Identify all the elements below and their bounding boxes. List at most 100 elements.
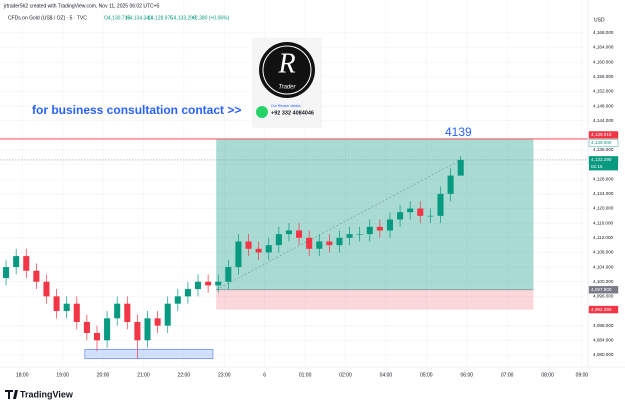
price-label: 4,139.000 (591, 140, 612, 145)
candle-body (215, 281, 222, 286)
ohlc-value: +2.380 (+0.06%) (192, 15, 230, 21)
candle-body (114, 303, 121, 319)
candle-body (144, 318, 151, 341)
x-tick-label: 04:00 (380, 372, 393, 378)
x-tick-label: 20:00 (97, 372, 110, 378)
x-tick-label: 19:00 (56, 372, 69, 378)
y-tick-label: 4,088.000 (593, 323, 614, 328)
candle-body (53, 296, 60, 312)
y-tick-label: 4,100.000 (593, 279, 614, 284)
price-label-box (588, 286, 619, 294)
whatsapp-icon (256, 106, 268, 118)
x-tick-label: 08:00 (541, 372, 554, 378)
y-tick-label: 4,156.000 (593, 74, 614, 79)
candle-body (356, 234, 363, 235)
logo-name: Trader (278, 85, 296, 91)
candle-body (296, 230, 303, 238)
candle-body (417, 208, 424, 216)
y-tick-label: 4,124.000 (593, 191, 614, 196)
price-label: 4,139.010 (591, 132, 612, 137)
candle-body (164, 303, 171, 326)
y-tick-label: 4,084.000 (593, 338, 614, 343)
candle-body (457, 159, 464, 176)
candle-body (83, 321, 90, 333)
x-tick-label: 18:00 (16, 372, 29, 378)
x-tick-label: 09:00 (576, 372, 589, 378)
candle-body (104, 318, 111, 341)
candle-body (397, 212, 404, 220)
candle-body (23, 256, 30, 271)
y-tick-label: 4,136.000 (593, 147, 614, 152)
candle-body (93, 332, 101, 341)
footer-text: TradingView (20, 389, 74, 399)
candle-body (376, 226, 383, 231)
candle-body (346, 234, 353, 238)
plot (0, 0, 588, 367)
y-tick-label: 4,120.000 (593, 206, 614, 211)
candle-body (386, 219, 394, 231)
candle-body (194, 281, 202, 290)
candle-body (265, 245, 272, 253)
candle-body (124, 303, 131, 322)
ohlc-value: L4,128.975 (148, 15, 173, 21)
price-label-box (588, 305, 619, 314)
logo-phone: +92 332 4084046 (271, 110, 314, 116)
candle-body (154, 318, 161, 326)
ohlc-value: H4,134.340 (126, 15, 152, 21)
y-tick-label: 4,080.000 (593, 352, 614, 357)
x-tick-label: 06:00 (461, 372, 474, 378)
ohlc-value: O4,130.715 (104, 15, 130, 21)
annotation: 4139 (445, 125, 472, 139)
x-tick-label: 6 (263, 372, 266, 378)
zone (84, 349, 214, 359)
y-tick-label: 4,112.000 (593, 235, 614, 240)
price-label: 4,092.393 (591, 307, 612, 312)
y-tick-label: 4,128.000 (593, 176, 614, 181)
candle-body (306, 237, 313, 249)
price-label: 4,133.290 (591, 157, 612, 162)
candle-body (235, 241, 242, 268)
x-tick-label: 05:00 (420, 372, 433, 378)
x-tick-label: 01:00 (299, 372, 312, 378)
price-label-box (588, 139, 619, 147)
candle-body (336, 237, 343, 246)
y-tick-label: 4,108.000 (593, 250, 614, 255)
x-tick-label: 21:00 (137, 372, 150, 378)
y-tick-label: 4,164.000 (593, 45, 614, 50)
logo: R Trader Our Rtrader details +92 332 408… (252, 38, 322, 128)
candle-body (316, 241, 323, 249)
y-tick-label: 4,152.000 (593, 89, 614, 94)
candle-body (366, 226, 373, 235)
y-tick-label: 4,096.000 (593, 294, 614, 299)
symbol: CFDs on Gold (US$ / OZ) · 5 · TVC (8, 15, 87, 21)
ohlc-value: C4,133.290 (170, 15, 196, 21)
logo-details: Our Rtrader details (271, 104, 301, 108)
y-tick-label: 4,144.000 (593, 118, 614, 123)
candle-body (3, 267, 10, 279)
candle-body (326, 241, 333, 246)
loss-zone (216, 289, 534, 310)
profit-zone (216, 138, 534, 290)
candle-body (255, 248, 262, 253)
price-label: 4,097.800 (591, 287, 612, 292)
candle-body (427, 215, 434, 217)
y-tick-label: 4,160.000 (593, 59, 614, 64)
candle-body (43, 281, 50, 297)
x-tick-label: 23:00 (218, 372, 231, 378)
promo: for business consultation contact >> (32, 103, 241, 117)
candle-body (275, 234, 282, 246)
candle-body (184, 289, 191, 297)
candle-body (225, 267, 232, 282)
y-tick-label: 4,148.000 (593, 103, 614, 108)
logo-letter: R (277, 48, 295, 79)
candle-body (73, 303, 80, 322)
candle-body (407, 208, 414, 213)
footer-logo (5, 390, 18, 399)
candle-body (134, 321, 141, 341)
candle-body (447, 175, 454, 194)
y-tick-label: 4,104.000 (593, 264, 614, 269)
countdown-box (589, 163, 618, 171)
candle-body (437, 193, 444, 216)
